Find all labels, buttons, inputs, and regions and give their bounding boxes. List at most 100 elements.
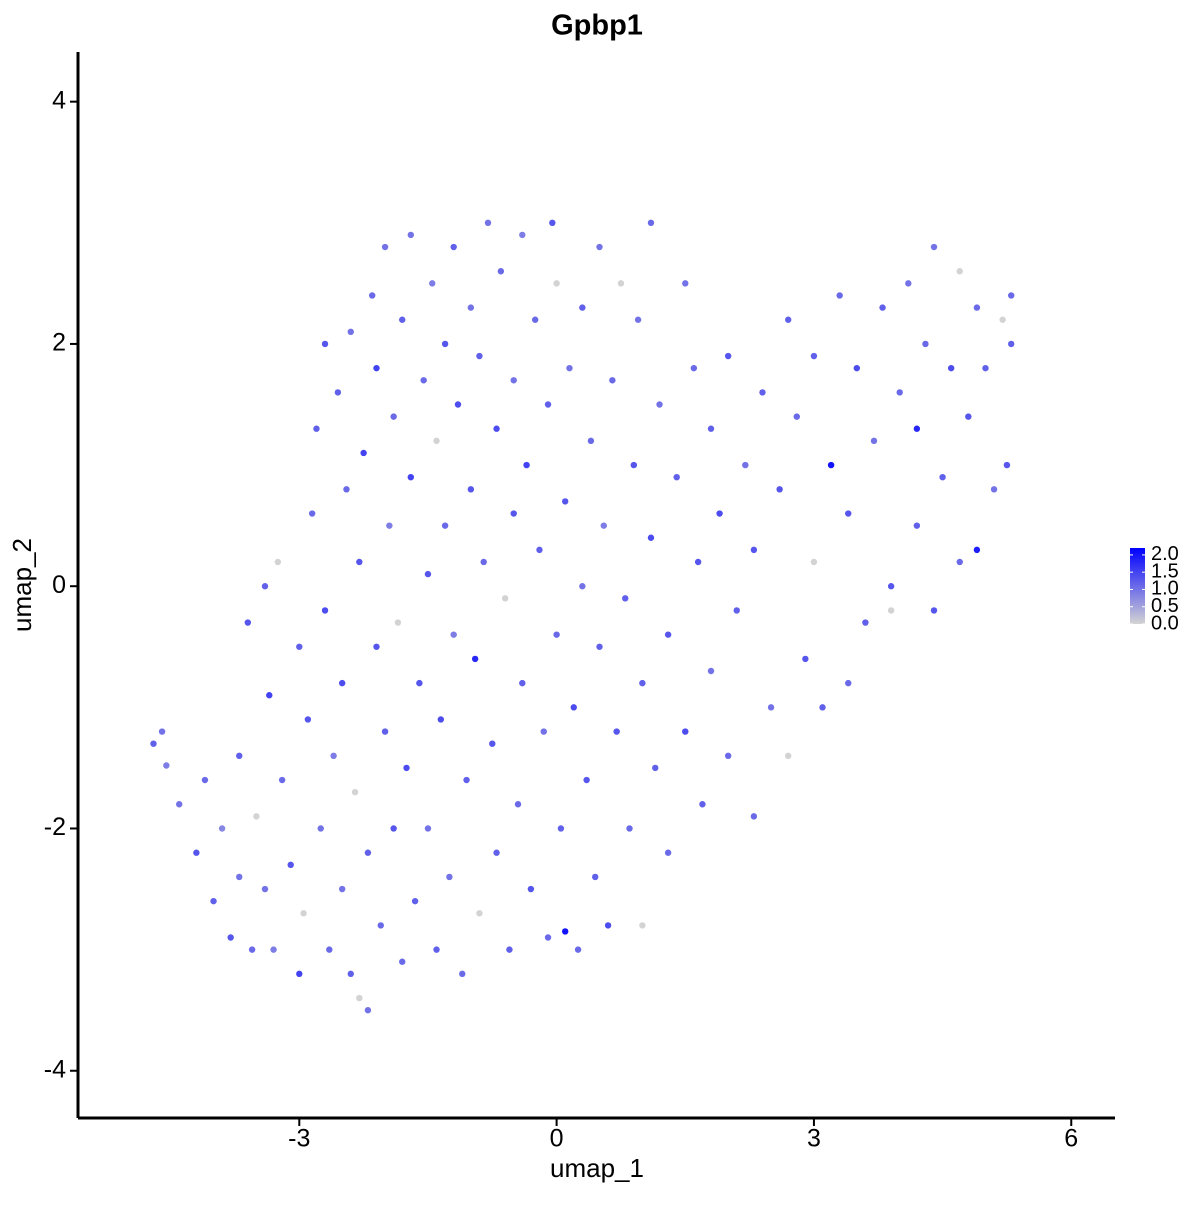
point — [570, 704, 577, 711]
colorbar-label: 1.5 — [1151, 560, 1179, 582]
point — [296, 643, 303, 650]
point — [707, 425, 715, 432]
point — [845, 679, 852, 687]
point — [557, 825, 565, 832]
point — [724, 752, 732, 760]
point — [776, 486, 783, 493]
point — [682, 728, 689, 735]
point — [321, 607, 329, 614]
point — [990, 486, 998, 493]
point — [767, 704, 775, 711]
point — [939, 473, 946, 481]
point — [420, 377, 427, 384]
point — [506, 946, 513, 953]
point — [965, 413, 972, 420]
x-axis-label: umap_1 — [550, 1153, 644, 1183]
point — [827, 461, 835, 469]
point — [1008, 340, 1015, 348]
point — [862, 619, 869, 626]
point — [579, 583, 586, 590]
point — [652, 764, 659, 772]
point — [321, 340, 329, 348]
point — [386, 522, 393, 529]
point — [879, 304, 886, 311]
point — [489, 740, 496, 747]
point — [227, 934, 234, 941]
point — [364, 849, 372, 856]
point — [300, 910, 307, 917]
point — [930, 607, 938, 614]
point — [947, 364, 955, 372]
point — [407, 473, 415, 481]
point — [956, 268, 963, 275]
point — [347, 970, 354, 978]
point — [750, 546, 758, 554]
point — [810, 352, 818, 360]
point — [394, 619, 402, 626]
point — [266, 692, 273, 699]
point — [403, 764, 410, 772]
point — [296, 970, 303, 978]
point — [424, 825, 432, 832]
point — [956, 558, 963, 566]
point — [416, 679, 423, 687]
point — [317, 825, 324, 832]
point — [810, 558, 818, 566]
point — [592, 873, 599, 881]
point — [982, 364, 989, 372]
point — [210, 897, 217, 905]
point — [519, 679, 526, 687]
point — [510, 377, 517, 384]
point — [579, 304, 586, 311]
point — [647, 534, 655, 541]
point — [399, 958, 406, 965]
point — [373, 643, 380, 650]
point — [484, 219, 492, 227]
point — [218, 825, 226, 832]
point — [626, 825, 633, 832]
point — [793, 413, 800, 420]
point — [467, 486, 475, 493]
point — [433, 437, 440, 445]
point — [163, 762, 170, 769]
point — [158, 728, 166, 735]
point — [622, 595, 629, 602]
point — [338, 679, 346, 687]
x-tick-label: 0 — [550, 1125, 564, 1153]
point — [364, 1006, 372, 1014]
point — [308, 510, 316, 517]
point — [313, 425, 320, 432]
point — [785, 752, 792, 760]
point — [446, 873, 453, 881]
point — [853, 364, 861, 372]
y-tick-label: -2 — [44, 813, 66, 841]
y-tick-label: 2 — [52, 329, 66, 357]
point — [870, 437, 878, 445]
point — [574, 946, 582, 953]
point — [381, 728, 389, 735]
point — [887, 583, 895, 590]
point — [510, 510, 517, 517]
point — [561, 928, 569, 935]
point — [647, 219, 655, 227]
point — [716, 510, 723, 517]
point — [334, 389, 342, 396]
point — [287, 861, 294, 869]
point — [437, 716, 445, 723]
point — [724, 352, 732, 360]
point — [845, 510, 852, 517]
point — [467, 304, 475, 311]
point — [604, 922, 612, 929]
point — [377, 922, 384, 929]
point — [707, 667, 715, 675]
point — [656, 401, 663, 408]
point — [596, 243, 603, 251]
point — [497, 268, 505, 275]
point — [544, 401, 552, 408]
point — [343, 486, 350, 493]
point — [360, 449, 367, 457]
point — [664, 849, 672, 856]
colorbar-label: 0.0 — [1151, 612, 1179, 634]
point — [441, 522, 449, 529]
